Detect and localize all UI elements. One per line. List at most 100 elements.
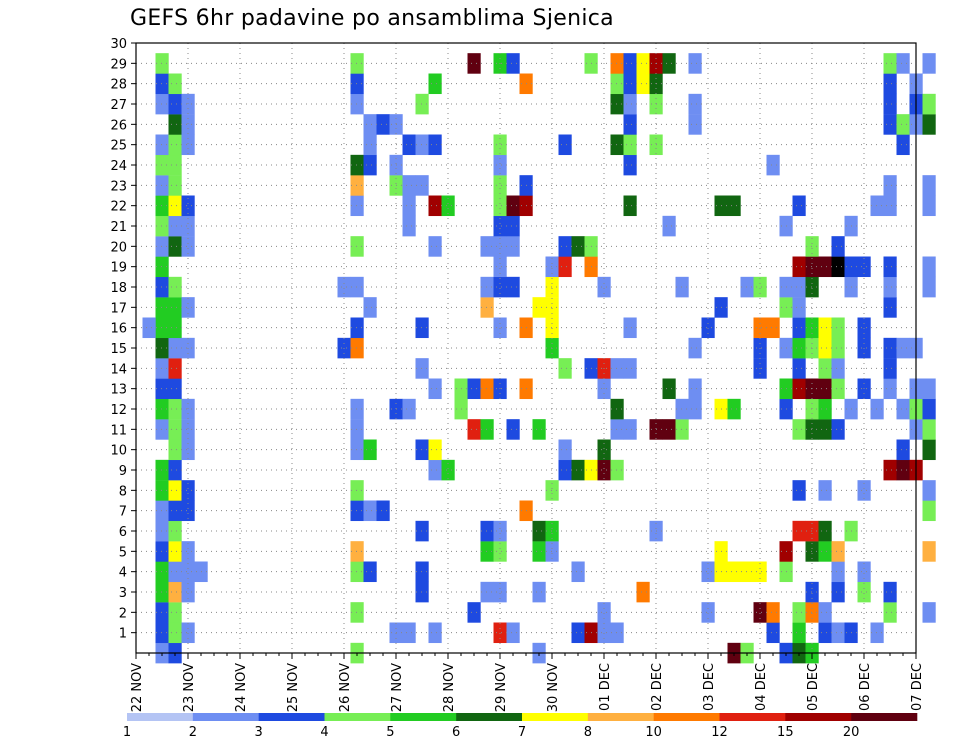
chart-title: GEFS 6hr padavine po ansamblima Sjenica bbox=[130, 6, 614, 31]
heatmap-cell bbox=[350, 73, 364, 95]
heatmap-cell bbox=[688, 378, 702, 400]
heatmap-cell bbox=[792, 419, 806, 440]
heatmap-cell bbox=[467, 378, 481, 400]
heatmap-cell bbox=[493, 520, 507, 542]
heatmap-cell bbox=[610, 134, 624, 156]
heatmap-cell bbox=[155, 154, 169, 176]
heatmap-cell bbox=[402, 215, 416, 237]
heatmap-cell bbox=[558, 439, 572, 461]
heatmap-cell bbox=[155, 500, 169, 522]
y-tick-label: 27 bbox=[110, 98, 127, 113]
heatmap-cell bbox=[155, 317, 169, 339]
heatmap-cell bbox=[818, 398, 832, 420]
heatmap-cell bbox=[168, 419, 182, 440]
heatmap-cell bbox=[597, 276, 611, 298]
y-tick-label: 3 bbox=[119, 586, 127, 601]
heatmap-cell bbox=[805, 602, 819, 623]
heatmap-cell bbox=[168, 317, 182, 339]
heatmap-cell bbox=[922, 419, 936, 440]
legend-swatch bbox=[851, 713, 918, 721]
legend-swatch bbox=[719, 713, 786, 721]
heatmap-cell bbox=[883, 337, 897, 359]
heatmap-cell bbox=[363, 500, 377, 522]
heatmap-cell bbox=[571, 622, 585, 644]
x-tick-label: 28 NOV bbox=[442, 663, 457, 712]
heatmap-cell bbox=[922, 398, 936, 420]
heatmap-cell bbox=[558, 459, 572, 481]
heatmap-cell bbox=[818, 480, 832, 501]
legend-label: 1 bbox=[123, 725, 131, 740]
heatmap-cell bbox=[168, 236, 182, 257]
legend-label: 6 bbox=[452, 725, 460, 740]
heatmap-cell bbox=[701, 561, 715, 583]
heatmap-cell bbox=[883, 276, 897, 298]
heatmap-cell bbox=[818, 256, 832, 278]
heatmap-cell bbox=[883, 53, 897, 74]
heatmap-cell bbox=[701, 317, 715, 339]
heatmap-cell bbox=[662, 53, 676, 74]
heatmap-cell bbox=[493, 195, 507, 217]
heatmap-cell bbox=[493, 175, 507, 196]
heatmap-cell bbox=[428, 195, 442, 217]
heatmap-cell bbox=[155, 561, 169, 583]
heatmap-cell bbox=[740, 276, 754, 298]
heatmap-cell bbox=[350, 317, 364, 339]
heatmap-cell bbox=[168, 358, 182, 379]
heatmap-cell bbox=[805, 276, 819, 298]
heatmap-cell bbox=[545, 520, 559, 542]
heatmap-cell bbox=[350, 602, 364, 623]
heatmap-cell bbox=[805, 256, 819, 278]
heatmap-cell bbox=[532, 520, 546, 542]
legend-swatch bbox=[127, 713, 194, 721]
heatmap-cell bbox=[415, 439, 429, 461]
heatmap-cell bbox=[688, 337, 702, 359]
heatmap-cell bbox=[805, 236, 819, 257]
x-tick-label: 30 NOV bbox=[546, 663, 561, 712]
legend-label: 15 bbox=[777, 725, 794, 740]
y-tick-label: 25 bbox=[110, 139, 127, 154]
heatmap-cell bbox=[545, 276, 559, 298]
heatmap-cell bbox=[571, 459, 585, 481]
heatmap-cell bbox=[818, 520, 832, 542]
heatmap-cell bbox=[493, 276, 507, 298]
x-tick-label: 29 NOV bbox=[494, 663, 509, 712]
heatmap-cell bbox=[168, 337, 182, 359]
heatmap-cell bbox=[506, 215, 520, 237]
heatmap-cell bbox=[922, 256, 936, 278]
y-tick-label: 7 bbox=[119, 505, 127, 520]
heatmap-cell bbox=[818, 358, 832, 379]
heatmap-cell bbox=[155, 53, 169, 74]
heatmap-cell bbox=[155, 297, 169, 318]
y-tick-label: 10 bbox=[110, 444, 127, 459]
heatmap-cell bbox=[168, 581, 182, 603]
heatmap-cell bbox=[558, 134, 572, 156]
heatmap-cell bbox=[753, 276, 767, 298]
heatmap-cell bbox=[532, 297, 546, 318]
heatmap-cell bbox=[155, 398, 169, 420]
heatmap-cell bbox=[883, 73, 897, 95]
heatmap-cell bbox=[662, 419, 676, 440]
heatmap-cell bbox=[831, 581, 845, 603]
heatmap-cell bbox=[857, 480, 871, 501]
heatmap-cell bbox=[415, 520, 429, 542]
heatmap-cell bbox=[428, 73, 442, 95]
heatmap-cell bbox=[181, 500, 195, 522]
x-tick-label: 04 DEC bbox=[754, 663, 769, 711]
heatmap-cell bbox=[623, 358, 637, 379]
heatmap-cell bbox=[376, 114, 390, 135]
heatmap-cell bbox=[922, 500, 936, 522]
heatmap-cell bbox=[402, 195, 416, 217]
heatmap-cell bbox=[623, 419, 637, 440]
legend-label: 7 bbox=[518, 725, 526, 740]
heatmap-cell bbox=[922, 602, 936, 623]
heatmap-cell bbox=[480, 276, 494, 298]
heatmap-cell bbox=[415, 581, 429, 603]
y-tick-label: 4 bbox=[119, 566, 127, 581]
heatmap-cell bbox=[415, 561, 429, 583]
heatmap-cell bbox=[857, 561, 871, 583]
heatmap-cell bbox=[688, 114, 702, 135]
heatmap-cell bbox=[506, 236, 520, 257]
x-tick-label: 03 DEC bbox=[702, 663, 717, 711]
heatmap-cell bbox=[831, 337, 845, 359]
heatmap-cell bbox=[155, 195, 169, 217]
